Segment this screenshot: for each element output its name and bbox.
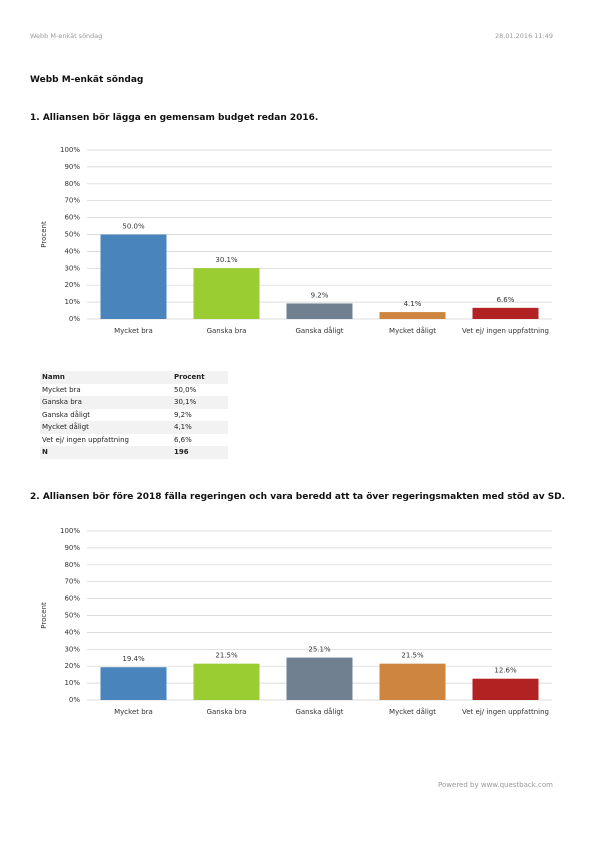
table-row: N 196 (40, 446, 228, 459)
table-cell: N (42, 448, 48, 457)
bar (472, 678, 539, 700)
y-tick-label: 100% (60, 527, 80, 535)
y-tick-label: 80% (64, 180, 80, 188)
footer: Powered by www.questback.com (438, 781, 553, 789)
y-tick-label: 60% (64, 595, 80, 603)
bar (193, 268, 260, 319)
bar (379, 312, 446, 319)
x-tick-label: Mycket bra (114, 708, 153, 716)
table-header: Namn Procent (40, 371, 228, 384)
table-cell: Mycket dåligt (42, 423, 89, 432)
y-tick-label: 70% (64, 197, 80, 205)
value-label: 21.5% (401, 652, 424, 660)
question-title: 1. Alliansen bör lägga en gemensam budge… (30, 113, 319, 123)
y-tick-label: 90% (64, 163, 80, 171)
table-cell: 30,1% (174, 398, 197, 407)
table-cell: 196 (174, 448, 189, 457)
value-label: 50.0% (122, 223, 145, 231)
question-title: 2. Alliansen bör före 2018 fälla regerin… (30, 492, 566, 502)
y-tick-label: 30% (64, 645, 80, 653)
y-tick-label: 10% (64, 298, 80, 306)
table-row: Mycket bra 50,0% (40, 384, 228, 397)
x-tick-label: Vet ej/ ingen uppfattning (462, 327, 549, 335)
x-tick-label: Ganska bra (206, 708, 247, 716)
column-header: Procent (174, 373, 205, 382)
y-tick-label: 50% (64, 612, 80, 620)
table-cell: Mycket bra (42, 385, 81, 394)
x-tick-label: Mycket dåligt (389, 708, 436, 716)
document-title: Webb M-enkät söndag (30, 75, 144, 85)
y-tick-label: 0% (69, 315, 80, 323)
y-tick-label: 30% (64, 264, 80, 272)
y-tick-label: 100% (60, 146, 80, 154)
table-cell: 9,2% (174, 410, 192, 419)
y-tick-label: 80% (64, 561, 80, 569)
bar (379, 663, 446, 700)
chart-svg: 0% 10% 20% 30% 40% 50% 60% 70% 80% 90% 100% Procent… (40, 527, 552, 704)
value-label: 12.6% (494, 667, 517, 675)
x-tick-label: Mycket dåligt (389, 327, 436, 335)
chart: 0% 10% 20% 30% 40% 50% 60% 70% 80% 90% 100% Procent… (0, 521, 595, 751)
table-cell: Ganska dåligt (42, 410, 91, 419)
table-cell: Vet ej/ ingen uppfattning (42, 435, 129, 444)
table-cell: 6,6% (174, 435, 192, 444)
results-table: Namn Procent Mycket bra 50,0% Ganska bra 30,1… (40, 371, 228, 459)
y-tick-label: 20% (64, 281, 80, 289)
value-label: 4.1% (404, 300, 422, 308)
bar (193, 663, 260, 700)
y-axis-label: Procent (40, 221, 48, 248)
table-row: Ganska bra 30,1% (40, 396, 228, 409)
header-left: Webb M-enkät söndag (30, 32, 103, 40)
bar (100, 234, 167, 319)
y-tick-label: 10% (64, 679, 80, 687)
bar (286, 303, 353, 319)
table-row: Ganska dåligt 9,2% (40, 409, 228, 422)
y-tick-label: 40% (64, 247, 80, 255)
x-tick-label: Ganska bra (206, 327, 247, 335)
value-label: 25.1% (308, 646, 331, 654)
y-tick-label: 20% (64, 662, 80, 670)
y-tick-label: 40% (64, 628, 80, 636)
bar (472, 307, 539, 319)
y-tick-label: 60% (64, 214, 80, 222)
column-header: Namn (42, 373, 65, 382)
y-axis-label: Procent (40, 602, 48, 629)
value-label: 19.4% (122, 655, 145, 663)
table-row: Vet ej/ ingen uppfattning 6,6% (40, 434, 228, 447)
y-tick-label: 0% (69, 696, 80, 704)
x-tick-label: Ganska dåligt (295, 327, 344, 335)
y-tick-label: 90% (64, 544, 80, 552)
value-label: 6.6% (497, 296, 515, 304)
table-cell: 50,0% (174, 385, 197, 394)
value-label: 21.5% (215, 652, 238, 660)
bar (286, 657, 353, 700)
x-tick-label: Vet ej/ ingen uppfattning (462, 708, 549, 716)
value-label: 30.1% (215, 256, 238, 264)
table-cell: Ganska bra (42, 398, 82, 407)
bar (100, 667, 167, 700)
chart: 0% 10% 20% 30% 40% 50% 60% 70% 80% 90% 100% Procent… (0, 140, 595, 370)
y-tick-label: 50% (64, 231, 80, 239)
chart-svg: 0% 10% 20% 30% 40% 50% 60% 70% 80% 90% 100% Procent… (40, 146, 552, 323)
x-tick-label: Ganska dåligt (295, 708, 344, 716)
value-label: 9.2% (311, 291, 329, 299)
table-cell: 4,1% (174, 423, 192, 432)
y-tick-label: 70% (64, 578, 80, 586)
header-right: 28.01.2016 11:49 (494, 32, 553, 40)
table-row: Mycket dåligt 4,1% (40, 421, 228, 434)
x-tick-label: Mycket bra (114, 327, 153, 335)
